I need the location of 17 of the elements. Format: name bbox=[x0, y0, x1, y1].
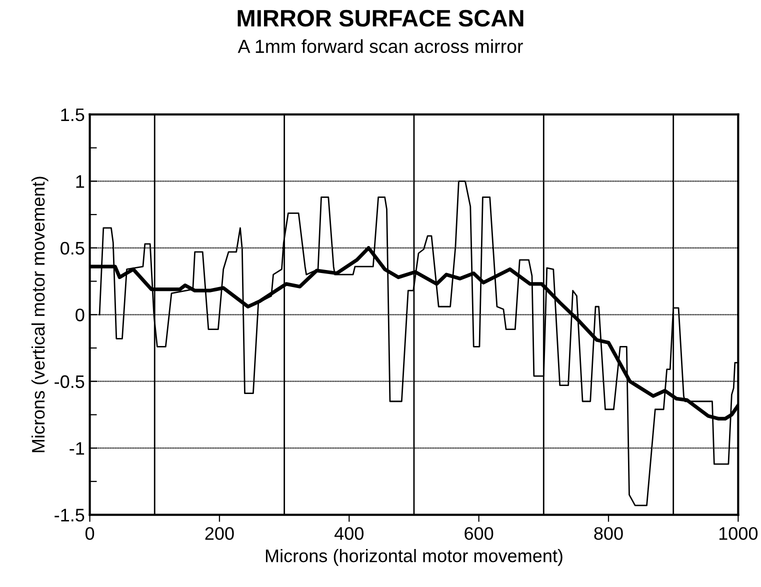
x-tick-label: 1000 bbox=[719, 527, 758, 540]
y-tick-label: 1 bbox=[76, 175, 84, 188]
x-tick-label: 0 bbox=[85, 527, 94, 540]
x-tick-label: 400 bbox=[334, 527, 364, 540]
y-tick-label: -1 bbox=[70, 442, 84, 455]
y-tick-label: -1.5 bbox=[54, 508, 84, 522]
chart-title: MIRROR SURFACE SCAN bbox=[238, 10, 524, 27]
y-axis-title: Microns (vertical motor movement) bbox=[31, 176, 48, 452]
y-tick-label: -0.5 bbox=[54, 375, 84, 388]
y-tick-label: 0.5 bbox=[60, 242, 84, 255]
x-tick-label: 600 bbox=[464, 527, 494, 540]
y-tick-label: 0 bbox=[76, 308, 84, 322]
x-tick-label: 800 bbox=[594, 527, 623, 540]
x-axis-title: Microns (horizontal motor movement) bbox=[266, 548, 562, 566]
chart-subtitle: A 1mm forward scan across mirror bbox=[238, 39, 523, 54]
x-tick-label: 200 bbox=[205, 527, 234, 540]
y-tick-label: 1.5 bbox=[61, 108, 84, 122]
